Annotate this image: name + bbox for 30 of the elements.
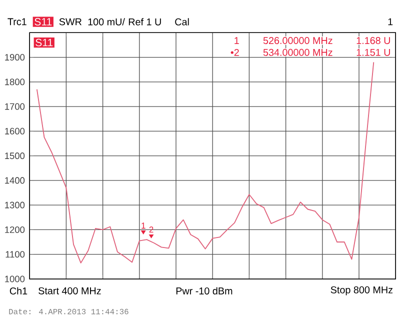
y-tick-label: 1900 (5, 54, 25, 60)
text: Pwr -10 dBm (176, 286, 232, 294)
text: S11 (34, 18, 52, 26)
text: Trc1 (8, 18, 26, 25)
text: 1 (388, 18, 393, 25)
line-series (36, 62, 374, 264)
annotation: 534.00000 MHz (263, 48, 332, 56)
y-tick-label: 1400 (5, 176, 25, 184)
y-tick-label: 1600 (5, 128, 25, 134)
annotation: 526.00000 MHz (263, 36, 332, 44)
annotation: •2 (230, 48, 239, 56)
annotation: S11 (36, 38, 53, 46)
annotation: 1 (234, 36, 239, 44)
text: SWR (59, 18, 82, 26)
text: 100 mU/ (88, 18, 125, 26)
y-tick-label: 1100 (6, 250, 25, 258)
text: Stop 800 MHz (330, 286, 393, 296)
y-tick-label: 1300 (5, 202, 25, 208)
y-tick-label: 1500 (5, 152, 25, 159)
text: Ch1 (10, 286, 28, 294)
y-tick-label: 1000 (5, 275, 25, 282)
text: Cal (175, 18, 189, 26)
y-tick-label: 1700 (5, 103, 25, 110)
y-tick-label: 1800 (5, 78, 25, 85)
y-tick-label: 1200 (5, 226, 25, 233)
annotation: 1.168 U (356, 36, 390, 44)
annotation: 1 (142, 222, 146, 228)
annotation: 1.151 U (356, 48, 390, 56)
text: Ref 1 U (128, 18, 161, 26)
text: Start 400 MHz (38, 287, 101, 294)
